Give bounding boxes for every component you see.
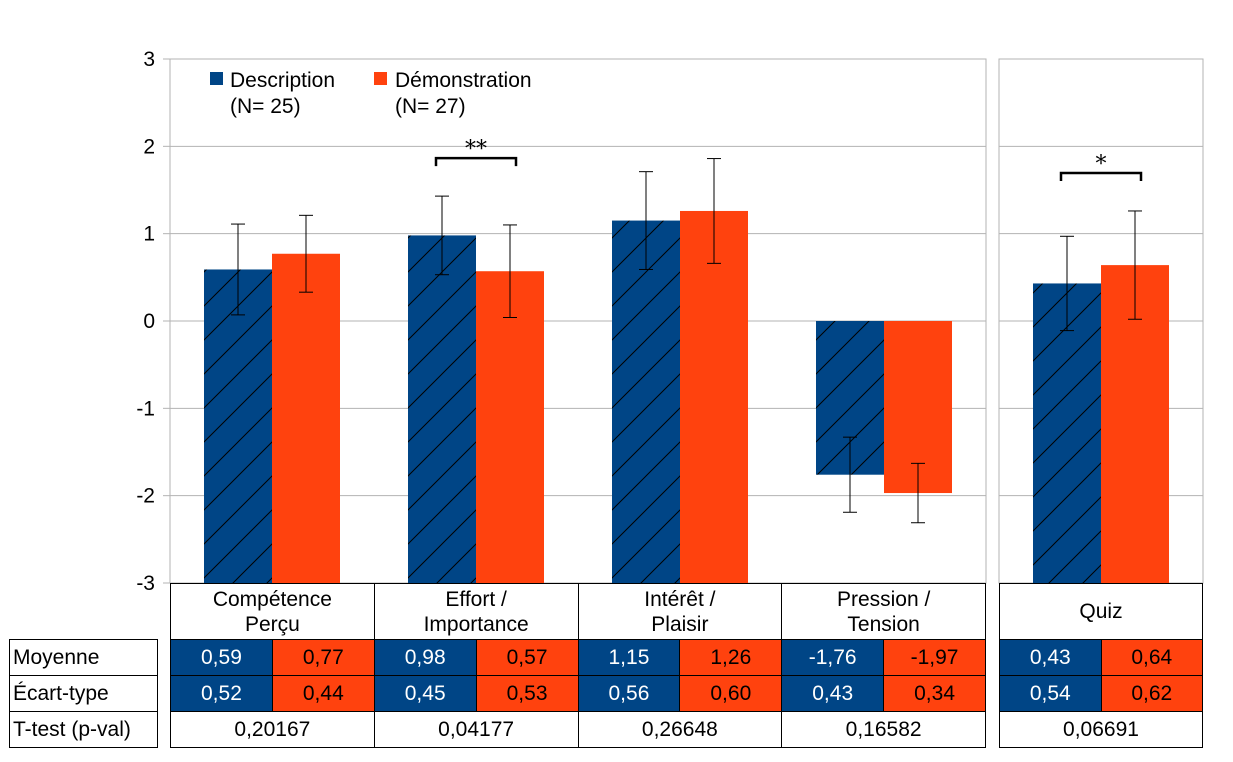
table-cell: 0,20167 [170,711,375,748]
table-cell: -1,97 [883,639,986,676]
y-tick-label: -1 [136,397,155,420]
category-header: Quiz [999,583,1203,640]
category-header-quiz: Quiz [999,583,1203,640]
row-labels: Moyenne Écart-type T-test (p-val) [9,639,158,748]
category-header: Compétence Perçu [170,583,375,640]
bar-description [1033,283,1101,583]
category-label-line1: Compétence [212,587,332,611]
table-row-ecart-type: 0,54 0,62 [999,675,1203,712]
y-tick-label: -3 [136,572,155,595]
table-row-ecart-type: 0,52 0,44 0,45 0,53 0,56 0,60 0,43 0,34 [170,675,986,712]
table-cell: 1,15 [577,639,681,676]
table-cell: 0,98 [373,639,477,676]
significance-label: ** [465,137,487,162]
bar-description [204,269,272,583]
table-cell: -1,76 [781,639,885,676]
bar-demonstration [680,210,748,583]
bar-demonstration [272,253,340,583]
table-cell: 0,53 [475,675,579,712]
y-tick-label: 1 [143,223,155,246]
y-tick-label: -2 [136,485,155,508]
table-cell: 1,26 [679,639,783,676]
table-cell: 0,64 [1100,639,1203,676]
category-header: Pression / Tension [781,583,986,640]
y-tick-label: 3 [143,48,155,71]
category-label-line2: Perçu [244,612,300,636]
table-cell: 0,62 [1100,675,1203,712]
legend-swatch-description [210,72,223,85]
legend-label-description: Description [230,69,335,92]
category-header-main: Compétence Perçu Effort / Importance Intér… [170,583,986,640]
bar-demonstration [476,271,544,583]
bar-description [612,220,680,584]
table-row-ttest: 0,20167 0,04177 0,26648 0,16582 [170,711,986,748]
table-cell: 0,04177 [373,711,579,748]
table-cell: 0,77 [271,639,375,676]
y-tick-label: 2 [143,135,155,158]
legend-sub-demonstration: (N= 27) [395,95,466,118]
table-cell: 0,60 [679,675,783,712]
table-cell: 0,52 [170,675,273,712]
legend-swatch-demonstration [374,72,387,85]
significance-label: * [1096,152,1107,177]
table-cell: 0,26648 [577,711,783,748]
row-label-ttest: T-test (p-val) [9,711,158,748]
table-cell: 0,43 [999,639,1102,676]
bar-description [408,235,476,583]
table-cell: 0,43 [781,675,885,712]
table-row-moyenne: 0,43 0,64 [999,639,1203,676]
category-label-line2: Plaisir [651,612,709,636]
legend-label-demonstration: Démonstration [395,69,532,92]
table-cell: 0,45 [373,675,477,712]
significance-bracket [434,156,518,167]
table-cell: 0,06691 [999,711,1203,748]
table-row-ttest: 0,06691 [999,711,1203,748]
row-label-ecart-type: Écart-type [9,675,158,712]
category-label-line2: Tension [847,612,920,636]
stats-table-main: 0,59 0,77 0,98 0,57 1,15 1,26 -1,76 -1,9… [170,639,986,748]
table-row-moyenne: 0,59 0,77 0,98 0,57 1,15 1,26 -1,76 -1,9… [170,639,986,676]
row-label-moyenne: Moyenne [9,639,158,676]
legend-sub-description: (N= 25) [230,95,301,118]
table-cell: 0,54 [999,675,1102,712]
table-cell: 0,16582 [781,711,986,748]
table-cell: 0,57 [475,639,579,676]
category-label-line2: Importance [423,612,529,636]
table-cell: 0,56 [577,675,681,712]
category-label-line1: Pression / [836,587,931,611]
category-label-line1: Intérêt / [644,587,716,611]
stats-table-quiz: 0,43 0,64 0,54 0,62 0,06691 [999,639,1203,748]
table-cell: 0,34 [883,675,986,712]
table-cell: 0,44 [271,675,375,712]
table-cell: 0,59 [170,639,273,676]
significance-bracket [1059,171,1143,181]
y-tick-label: 0 [143,310,155,333]
category-header: Effort / Importance [373,583,579,640]
category-label-line1: Quiz [1079,600,1123,623]
category-label-line1: Effort / [445,587,507,611]
category-header: Intérêt / Plaisir [577,583,783,640]
